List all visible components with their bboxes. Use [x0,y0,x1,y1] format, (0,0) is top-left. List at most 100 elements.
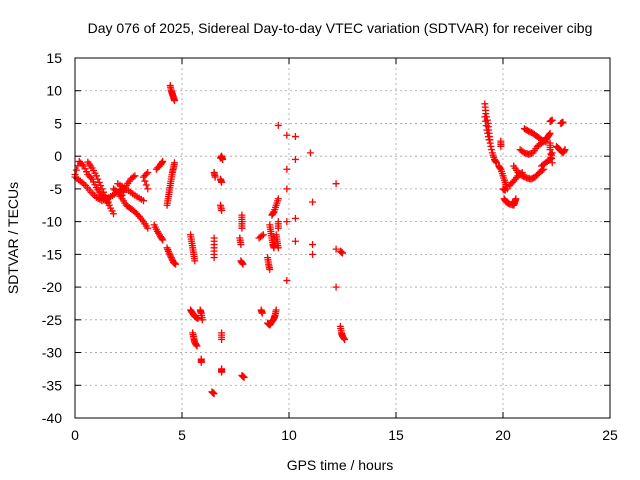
data-point [239,260,247,268]
data-point [283,185,291,193]
data-point [159,236,167,244]
data-point [158,235,166,243]
x-axis-label: GPS time / hours [287,457,394,473]
data-point [484,129,492,137]
data-point [237,241,245,249]
data-point [332,245,340,253]
axis-ticks: 0 5 10 15 20 25 -40 -35 -30 -25 -20 -15 -10 -5 0 5 10 15 [42,50,618,443]
y-tick-label: 0 [54,148,62,164]
data-point [548,154,556,162]
data-point [166,251,174,259]
data-point [542,138,550,146]
data-point [518,169,526,177]
data-point [191,257,199,265]
x-tick-label: 20 [495,427,511,443]
data-points [71,81,569,398]
data-point [269,209,277,217]
data-point [266,265,274,273]
data-point [559,118,567,126]
y-tick-label: -40 [42,410,62,426]
data-point [309,250,317,258]
data-point [482,122,490,130]
data-point [283,277,291,285]
data-point [194,315,202,323]
data-point [170,259,178,267]
data-point [338,248,346,256]
data-point [484,133,492,141]
data-point [211,173,219,181]
data-point [89,190,97,198]
data-point [87,174,95,182]
data-point [512,195,520,203]
data-point [92,172,100,180]
data-point [168,255,176,263]
data-point [482,117,490,125]
data-point [167,254,175,262]
data-point [192,341,200,349]
x-tick-label: 15 [388,427,404,443]
data-point [545,130,553,138]
data-point [193,342,201,350]
data-point [291,133,299,141]
data-point [144,185,152,193]
data-point [104,198,112,206]
data-point [197,358,205,366]
data-point [110,210,118,218]
data-point [291,155,299,163]
data-point [258,232,266,240]
data-point [546,146,554,154]
data-point [291,237,299,245]
y-tick-label: -20 [42,279,62,295]
grid-lines [75,58,610,418]
data-point [158,159,166,167]
data-point [159,157,167,165]
data-point [120,188,128,196]
chart-title: Day 076 of 2025, Sidereal Day-to-day VTE… [88,20,593,36]
data-point [198,316,206,324]
data-point [332,283,340,291]
data-point [561,146,569,154]
data-point [238,259,246,267]
data-point [141,177,149,185]
x-tick-label: 25 [602,427,618,443]
data-point [121,185,129,193]
data-point [340,334,348,342]
data-point [283,165,291,173]
y-tick-label: -10 [42,214,62,230]
data-point [210,390,218,398]
data-point [209,388,217,396]
y-tick-label: 15 [46,50,62,66]
y-tick-label: -15 [42,246,62,262]
data-point [100,188,108,196]
data-point [483,126,491,134]
data-point [309,198,317,206]
data-point [540,137,548,145]
y-tick-label: 5 [54,115,62,131]
data-point [497,142,505,150]
y-tick-label: -25 [42,312,62,328]
data-point [171,260,179,268]
y-tick-label: 10 [46,83,62,99]
data-point [291,214,299,222]
data-point [218,335,226,343]
data-point [538,166,546,174]
data-point [258,309,266,317]
data-point [129,173,137,181]
data-point [238,224,246,232]
y-tick-label: -30 [42,345,62,361]
data-point [517,170,525,178]
data-point [98,185,106,193]
data-point [167,252,175,260]
data-point [239,372,247,380]
data-point [306,149,314,157]
data-point [274,244,282,252]
data-point [332,180,340,188]
data-point [283,218,291,226]
data-point [339,249,346,257]
data-point [496,164,504,172]
data-point [272,306,280,314]
data-point [548,116,556,124]
data-point [218,207,226,215]
data-point [548,159,556,167]
